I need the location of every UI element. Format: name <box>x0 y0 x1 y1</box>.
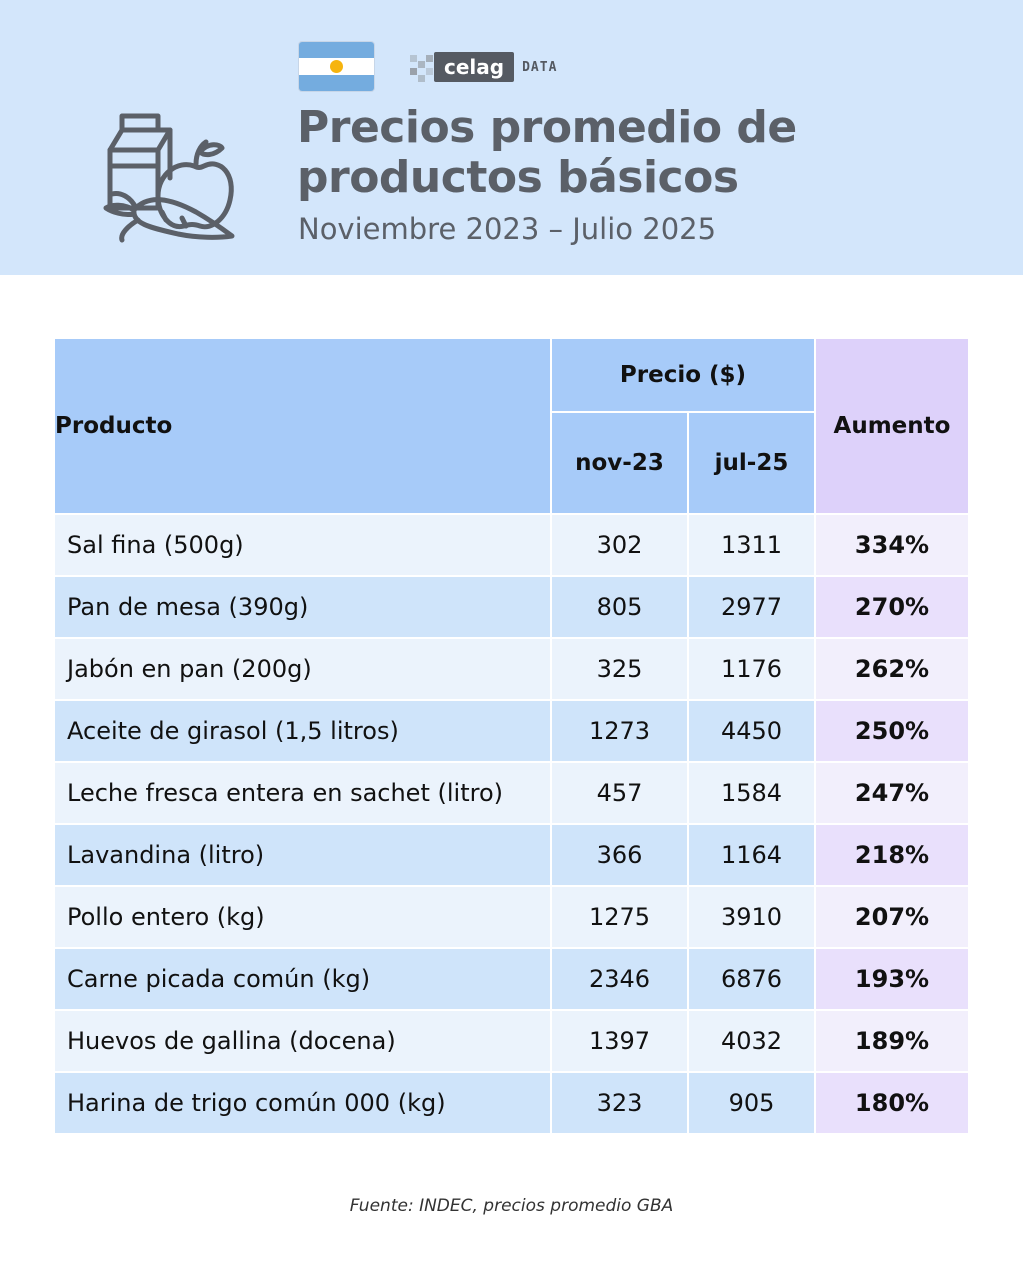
cell-producto: Harina de trigo común 000 (kg) <box>55 1073 550 1133</box>
table-row: Lavandina (litro) 366 1164 218% <box>55 825 968 885</box>
table-row: Pan de mesa (390g) 805 2977 270% <box>55 577 968 637</box>
cell-nov: 2346 <box>552 949 687 1009</box>
header-banner: celag DATA Precios promedio de productos… <box>0 0 1023 275</box>
cell-aumento: 262% <box>816 639 968 699</box>
cell-jul: 1311 <box>689 515 814 575</box>
col-header-precio: Precio ($) <box>552 339 814 411</box>
cell-aumento: 180% <box>816 1073 968 1133</box>
cell-nov: 323 <box>552 1073 687 1133</box>
cell-jul: 3910 <box>689 887 814 947</box>
table-row: Carne picada común (kg) 2346 6876 193% <box>55 949 968 1009</box>
cell-nov: 457 <box>552 763 687 823</box>
cell-aumento: 250% <box>816 701 968 761</box>
table-row: Sal fina (500g) 302 1311 334% <box>55 515 968 575</box>
page-subtitle: Noviembre 2023 – Julio 2025 <box>298 212 717 246</box>
cell-aumento: 207% <box>816 887 968 947</box>
col-header-nov: nov-23 <box>552 413 687 513</box>
cell-aumento: 247% <box>816 763 968 823</box>
prices-table: Producto Precio ($) Aumento nov-23 jul-2… <box>53 337 970 1135</box>
cell-nov: 805 <box>552 577 687 637</box>
table-row: Jabón en pan (200g) 325 1176 262% <box>55 639 968 699</box>
table-row: Pollo entero (kg) 1275 3910 207% <box>55 887 968 947</box>
cell-nov: 325 <box>552 639 687 699</box>
title-line-2: productos básicos <box>297 152 739 203</box>
cell-jul: 1176 <box>689 639 814 699</box>
cell-nov: 1397 <box>552 1011 687 1071</box>
cell-jul: 4032 <box>689 1011 814 1071</box>
cell-nov: 302 <box>552 515 687 575</box>
cell-jul: 1164 <box>689 825 814 885</box>
logo-suffix: DATA <box>522 59 558 75</box>
cell-nov: 366 <box>552 825 687 885</box>
cell-jul: 905 <box>689 1073 814 1133</box>
table-row: Huevos de gallina (docena) 1397 4032 189… <box>55 1011 968 1071</box>
cell-producto: Leche fresca entera en sachet (litro) <box>55 763 550 823</box>
cell-producto: Huevos de gallina (docena) <box>55 1011 550 1071</box>
cell-jul: 2977 <box>689 577 814 637</box>
title-line-1: Precios promedio de <box>297 102 797 153</box>
table-row: Aceite de girasol (1,5 litros) 1273 4450… <box>55 701 968 761</box>
col-header-aumento: Aumento <box>816 339 968 513</box>
cell-producto: Aceite de girasol (1,5 litros) <box>55 701 550 761</box>
cell-producto: Carne picada común (kg) <box>55 949 550 1009</box>
cell-aumento: 193% <box>816 949 968 1009</box>
page-title: Precios promedio de productos básicos <box>297 103 997 203</box>
cell-producto: Jabón en pan (200g) <box>55 639 550 699</box>
cell-producto: Pan de mesa (390g) <box>55 577 550 637</box>
logo-wordmark: celag <box>434 52 515 82</box>
argentina-flag-icon <box>299 42 374 91</box>
cell-aumento: 270% <box>816 577 968 637</box>
celag-logo: celag DATA <box>408 50 557 84</box>
cell-aumento: 334% <box>816 515 968 575</box>
pixel-mark-icon <box>408 51 434 83</box>
cell-jul: 4450 <box>689 701 814 761</box>
col-header-producto: Producto <box>55 339 550 513</box>
groceries-icon <box>103 113 235 243</box>
cell-nov: 1273 <box>552 701 687 761</box>
cell-producto: Sal fina (500g) <box>55 515 550 575</box>
table-row: Harina de trigo común 000 (kg) 323 905 1… <box>55 1073 968 1133</box>
cell-producto: Lavandina (litro) <box>55 825 550 885</box>
cell-jul: 6876 <box>689 949 814 1009</box>
cell-aumento: 189% <box>816 1011 968 1071</box>
cell-producto: Pollo entero (kg) <box>55 887 550 947</box>
cell-aumento: 218% <box>816 825 968 885</box>
cell-nov: 1275 <box>552 887 687 947</box>
source-note: Fuente: INDEC, precios promedio GBA <box>349 1196 674 1216</box>
col-header-jul: jul-25 <box>689 413 814 513</box>
cell-jul: 1584 <box>689 763 814 823</box>
table-row: Leche fresca entera en sachet (litro) 45… <box>55 763 968 823</box>
